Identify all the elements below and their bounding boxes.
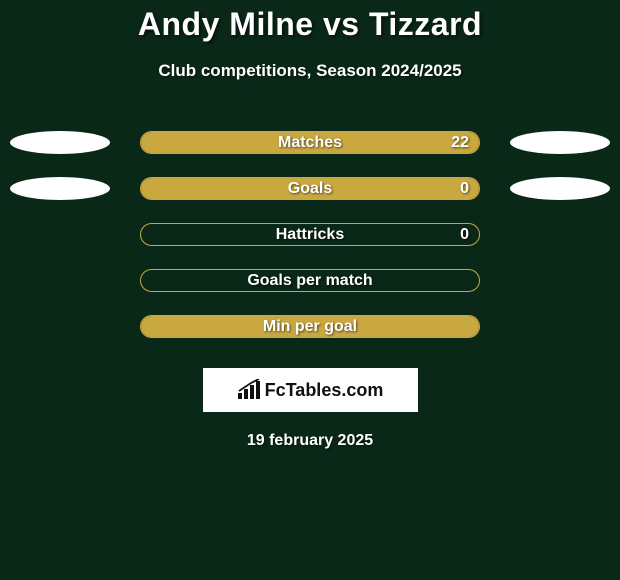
- stat-label: Goals: [141, 180, 479, 198]
- title: Andy Milne vs Tizzard: [0, 6, 620, 43]
- stat-label: Min per goal: [141, 318, 479, 336]
- left-ellipse: [10, 223, 110, 246]
- subtitle: Club competitions, Season 2024/2025: [0, 61, 620, 81]
- stat-value: 0: [460, 226, 469, 244]
- stat-row: Hattricks0: [0, 223, 620, 246]
- left-ellipse: [10, 177, 110, 200]
- bar-chart-icon: [237, 379, 261, 401]
- left-ellipse: [10, 315, 110, 338]
- stat-value: 0: [460, 180, 469, 198]
- stat-label: Matches: [141, 134, 479, 152]
- right-ellipse: [510, 177, 610, 200]
- logo-text: FcTables.com: [265, 380, 384, 401]
- stat-row: Matches22: [0, 131, 620, 154]
- stat-bar: Matches22: [140, 131, 480, 154]
- stat-rows: Matches22Goals0Hattricks0Goals per match…: [0, 131, 620, 338]
- stat-row: Goals0: [0, 177, 620, 200]
- stat-label: Goals per match: [141, 272, 479, 290]
- right-ellipse: [510, 269, 610, 292]
- stat-label: Hattricks: [141, 226, 479, 244]
- logo-box: FcTables.com: [203, 368, 418, 412]
- stat-bar: Goals per match: [140, 269, 480, 292]
- stat-value: 22: [451, 134, 469, 152]
- left-ellipse: [10, 269, 110, 292]
- comparison-card: Andy Milne vs Tizzard Club competitions,…: [0, 0, 620, 450]
- stat-row: Min per goal: [0, 315, 620, 338]
- right-ellipse: [510, 223, 610, 246]
- stat-bar: Hattricks0: [140, 223, 480, 246]
- stat-bar: Min per goal: [140, 315, 480, 338]
- left-ellipse: [10, 131, 110, 154]
- stat-bar: Goals0: [140, 177, 480, 200]
- date-label: 19 february 2025: [0, 432, 620, 450]
- right-ellipse: [510, 131, 610, 154]
- stat-row: Goals per match: [0, 269, 620, 292]
- right-ellipse: [510, 315, 610, 338]
